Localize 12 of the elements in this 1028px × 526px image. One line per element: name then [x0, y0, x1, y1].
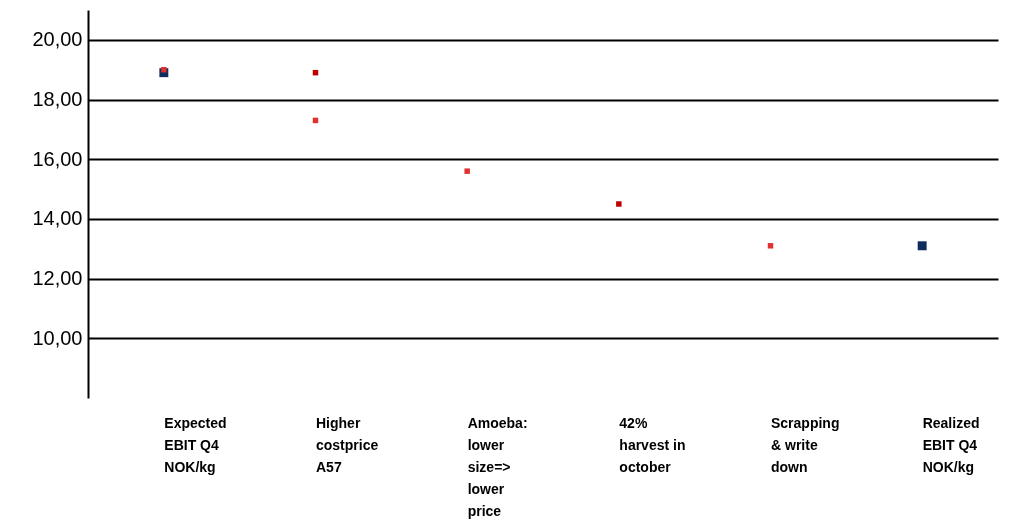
x-tick-label: 42% harvest in october — [619, 414, 686, 475]
x-tick-label: Amoeba: lower size=> lower price — [467, 414, 528, 519]
y-tick-label: 20,00 — [32, 28, 83, 51]
x-tick-label: Scrapping & write down — [771, 414, 840, 475]
y-tick-label: 18,00 — [32, 88, 83, 111]
x-tick-label: Realized EBIT Q4 NOK/kg — [922, 414, 980, 475]
x-tick-label: Expected EBIT Q4 NOK/kg — [164, 414, 227, 475]
y-tick-label: 14,00 — [32, 207, 83, 230]
y-tick-label: 10,00 — [32, 326, 83, 349]
x-tick-label: Higher costprice A57 — [316, 414, 379, 475]
y-tick-label: 12,00 — [32, 267, 83, 290]
y-tick-label: 16,00 — [32, 147, 83, 170]
